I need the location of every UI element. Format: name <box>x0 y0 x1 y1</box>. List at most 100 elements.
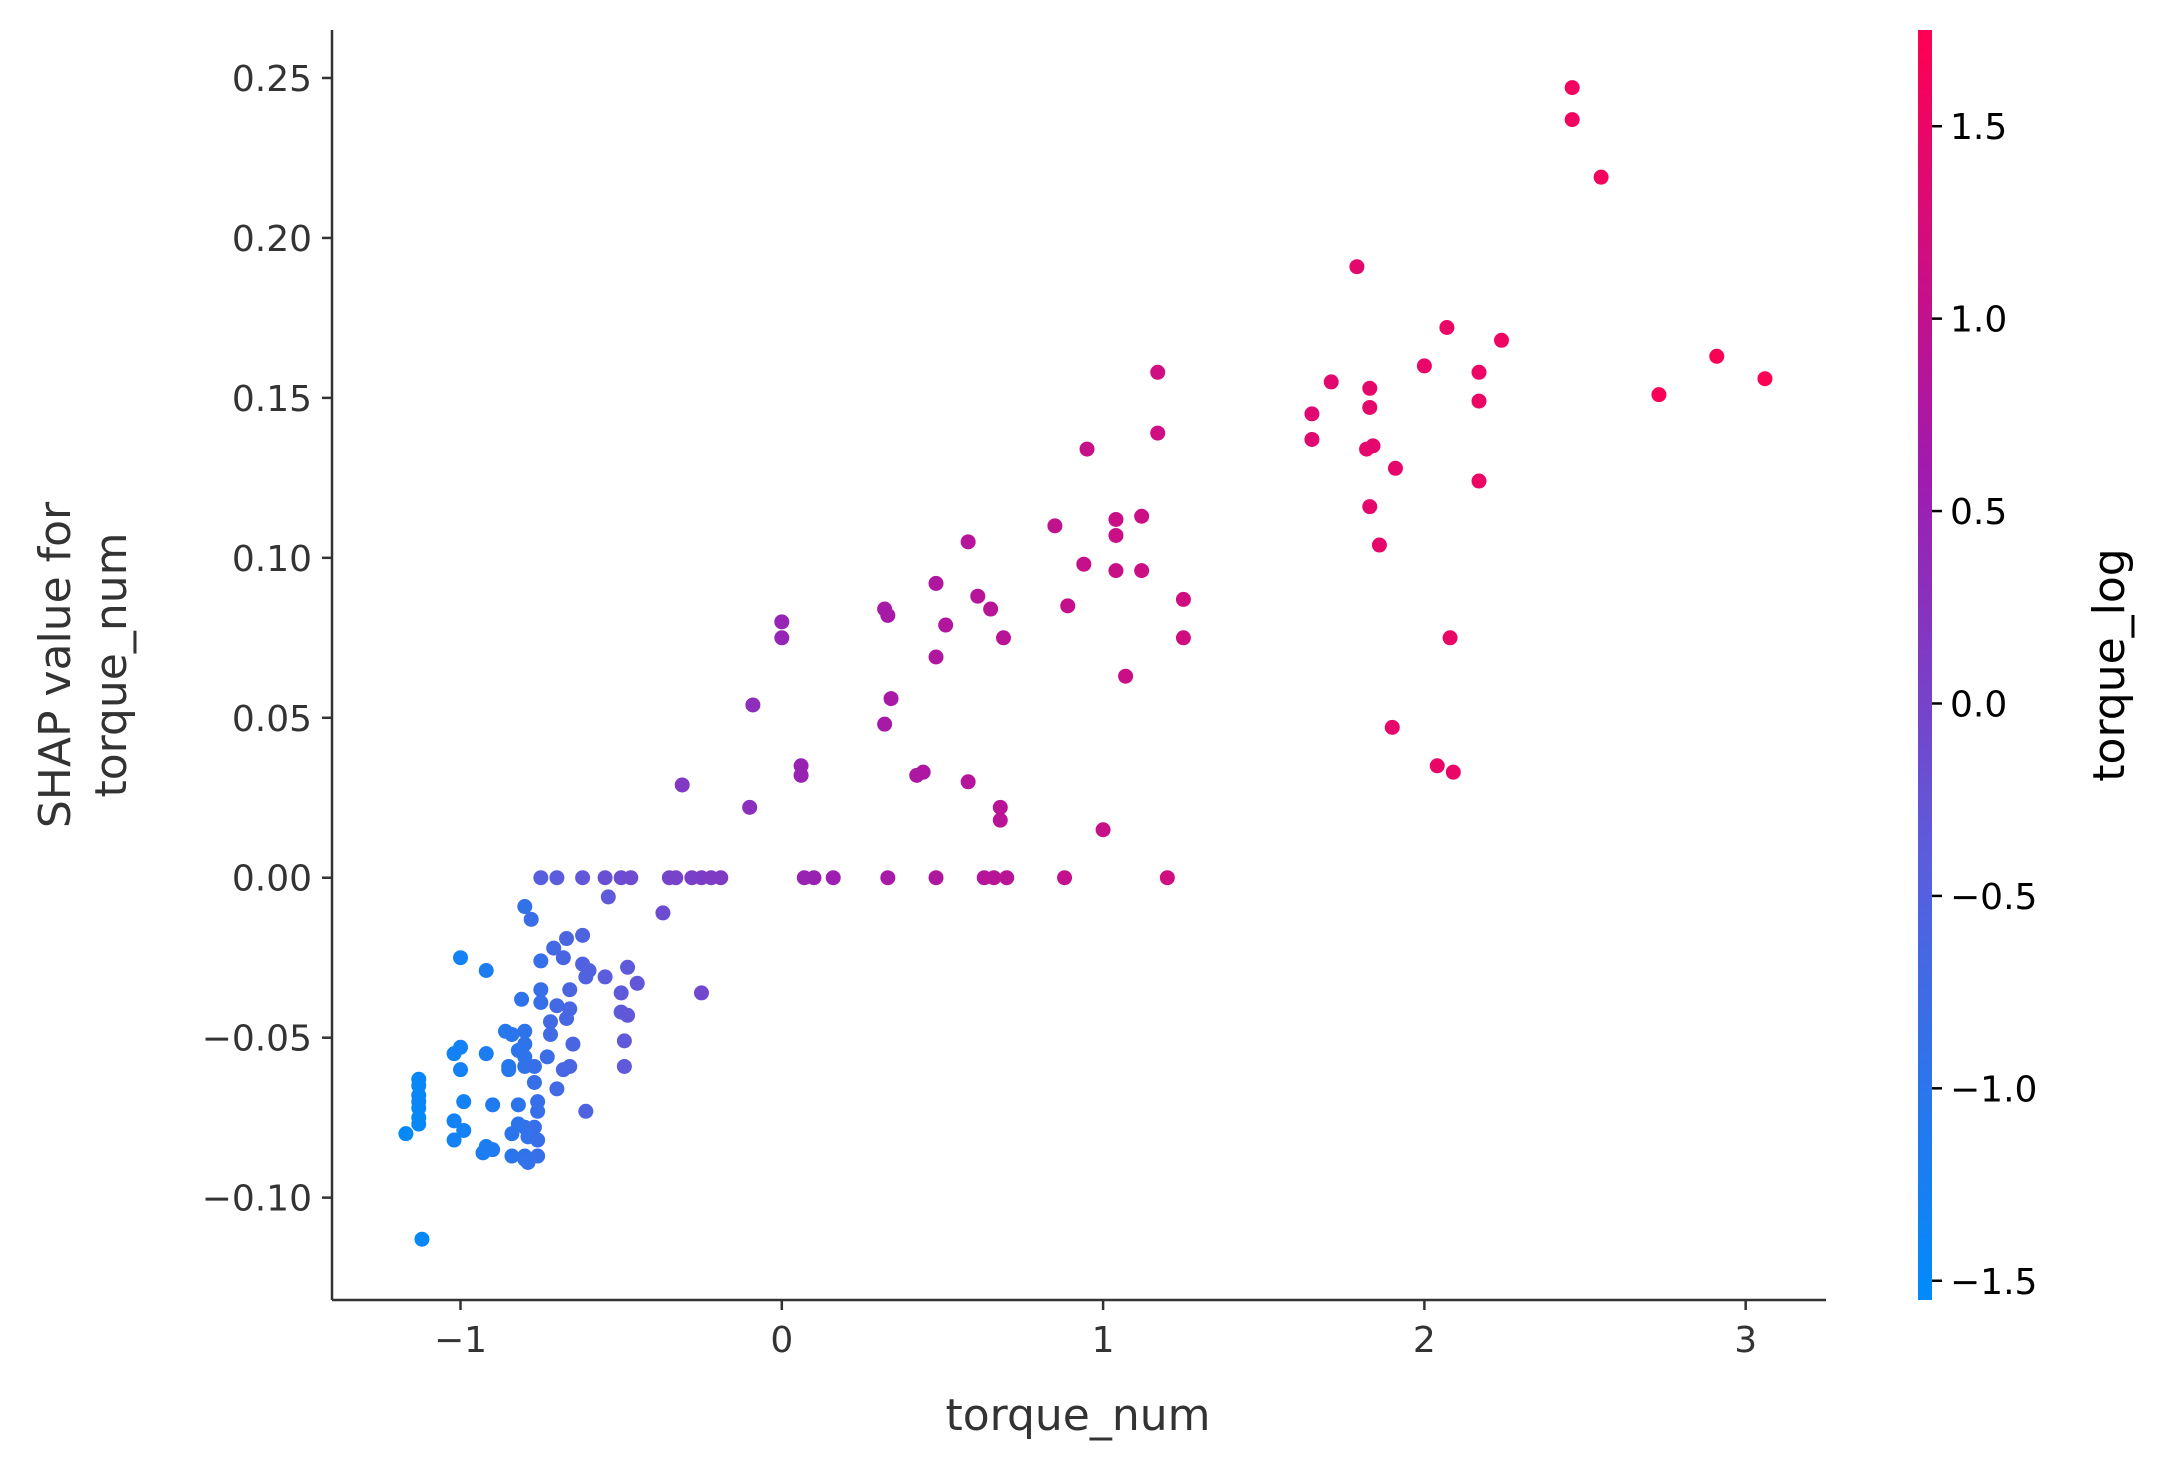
data-point <box>597 969 613 985</box>
data-point <box>546 940 562 956</box>
data-point <box>446 1046 462 1062</box>
colorbar-tick-label: −0.5 <box>1950 877 2037 918</box>
y-tick-label: 0.20 <box>232 219 312 260</box>
data-point <box>559 1010 575 1026</box>
data-point <box>620 1007 636 1023</box>
data-point <box>825 870 841 886</box>
data-point <box>938 617 954 633</box>
data-point <box>1150 425 1166 441</box>
data-point <box>520 1154 536 1170</box>
data-point <box>693 985 709 1001</box>
colorbar-tick-label: −1.0 <box>1950 1069 2037 1110</box>
data-point <box>510 1097 526 1113</box>
data-point <box>1060 598 1076 614</box>
y-tick-label: 0.05 <box>232 699 312 740</box>
data-point <box>1651 387 1667 403</box>
colorbar-title: torque_log <box>2084 548 2135 781</box>
y-tick-label: 0.10 <box>232 539 312 580</box>
data-point <box>517 1023 533 1039</box>
data-point <box>1175 630 1191 646</box>
data-point <box>928 870 944 886</box>
x-tick-label: 0 <box>770 1320 793 1361</box>
data-point <box>549 998 565 1014</box>
y-tick-label: 0.15 <box>232 379 312 420</box>
data-point <box>960 534 976 550</box>
data-point <box>1095 822 1111 838</box>
data-point <box>1384 719 1400 735</box>
data-point <box>880 870 896 886</box>
data-point <box>992 799 1008 815</box>
data-point <box>1593 169 1609 185</box>
data-point <box>562 982 578 998</box>
data-point <box>1079 441 1095 457</box>
data-point <box>1150 364 1166 380</box>
x-tick-label: 1 <box>1092 1320 1115 1361</box>
data-point <box>501 1062 517 1078</box>
data-point <box>555 950 571 966</box>
data-point <box>575 870 591 886</box>
data-point <box>1159 870 1175 886</box>
x-tick-label: 2 <box>1413 1320 1436 1361</box>
data-point <box>983 601 999 617</box>
data-point <box>1118 668 1134 684</box>
data-point <box>1134 508 1150 524</box>
data-point <box>1323 374 1339 390</box>
data-point <box>1445 764 1461 780</box>
data-point <box>453 1062 469 1078</box>
data-point <box>1471 473 1487 489</box>
data-point <box>542 1014 558 1030</box>
y-axis-ticks: −0.10 −0.05 0.00 0.05 0.10 0.15 0.20 0.25 <box>202 59 332 1220</box>
data-point <box>453 950 469 966</box>
data-point <box>986 870 1002 886</box>
data-point <box>514 991 530 1007</box>
data-point <box>629 975 645 991</box>
data-point <box>456 1122 472 1138</box>
data-point <box>1076 556 1092 572</box>
data-point <box>411 1116 427 1132</box>
y-tick-label: 0.25 <box>232 59 312 100</box>
data-point <box>745 697 761 713</box>
data-point <box>774 614 790 630</box>
colorbar-tick-label: 0.5 <box>1950 492 2007 533</box>
data-point <box>1362 499 1378 515</box>
data-point <box>1304 431 1320 447</box>
data-point <box>533 994 549 1010</box>
data-point <box>446 1113 462 1129</box>
data-point <box>1175 591 1191 607</box>
data-point <box>517 899 533 915</box>
data-point <box>504 1126 520 1142</box>
data-point <box>1108 563 1124 579</box>
data-point <box>542 1026 558 1042</box>
data-point <box>533 982 549 998</box>
colorbar-tick-label: 0.0 <box>1950 684 2007 725</box>
data-point <box>478 1046 494 1062</box>
data-point <box>883 691 899 707</box>
data-point <box>446 1132 462 1148</box>
data-point <box>485 1142 501 1158</box>
data-point <box>909 767 925 783</box>
data-point <box>992 812 1008 828</box>
data-point <box>995 630 1011 646</box>
data-point <box>600 889 616 905</box>
y-tick-label: 0.00 <box>232 859 312 900</box>
data-point <box>1362 399 1378 415</box>
data-point <box>578 1103 594 1119</box>
data-point <box>1387 460 1403 476</box>
y-axis-title-line2: torque_num <box>86 532 137 797</box>
data-point <box>504 1148 520 1164</box>
data-point <box>616 1033 632 1049</box>
data-point <box>539 1049 555 1065</box>
data-point <box>1371 537 1387 553</box>
data-point <box>928 649 944 665</box>
data-point <box>526 1058 542 1074</box>
data-point <box>414 1231 430 1247</box>
y-axis-title-line1: SHAP value for <box>30 501 81 828</box>
data-point <box>1047 518 1063 534</box>
data-point <box>1362 380 1378 396</box>
colorbar-tick-label: 1.0 <box>1950 300 2007 341</box>
data-point <box>999 870 1015 886</box>
data-point <box>1471 364 1487 380</box>
data-point <box>1442 630 1458 646</box>
data-point <box>1304 406 1320 422</box>
data-point <box>456 1094 472 1110</box>
